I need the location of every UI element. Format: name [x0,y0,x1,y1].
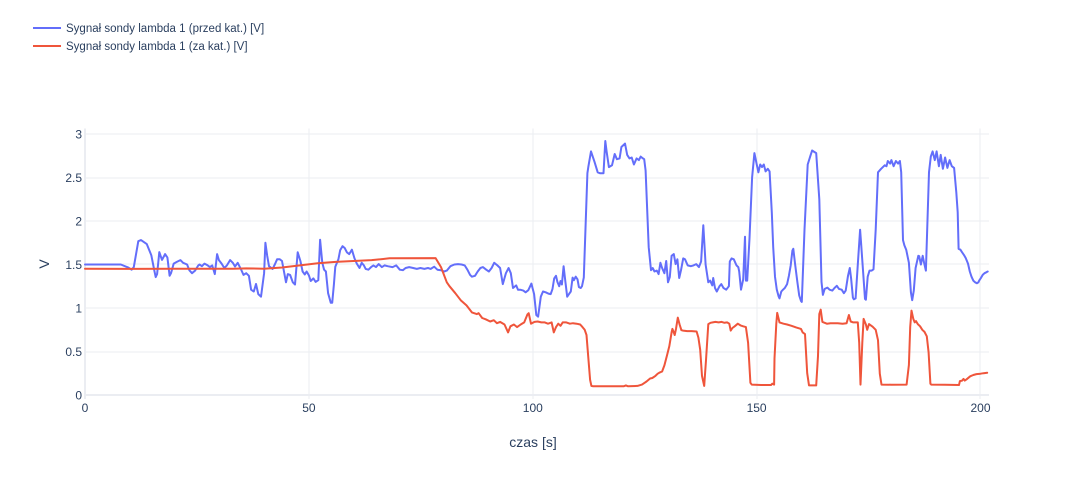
svg-text:3: 3 [75,128,82,142]
svg-text:2.5: 2.5 [65,171,82,185]
svg-text:50: 50 [302,401,316,415]
svg-text:0: 0 [75,389,82,403]
svg-text:Sygnał sondy lambda 1 (za kat.: Sygnał sondy lambda 1 (za kat.) [V] [66,41,248,53]
svg-text:2: 2 [75,215,82,229]
svg-text:150: 150 [747,401,767,415]
svg-text:V: V [36,259,52,269]
svg-text:1.5: 1.5 [65,258,82,272]
svg-text:0: 0 [82,401,89,415]
svg-text:100: 100 [523,401,543,415]
svg-text:200: 200 [970,401,990,415]
svg-text:0.5: 0.5 [65,345,82,359]
svg-text:Sygnał sondy lambda 1 (przed k: Sygnał sondy lambda 1 (przed kat.) [V] [66,23,264,35]
svg-text:1: 1 [75,302,82,316]
svg-text:czas [s]: czas [s] [509,434,556,450]
